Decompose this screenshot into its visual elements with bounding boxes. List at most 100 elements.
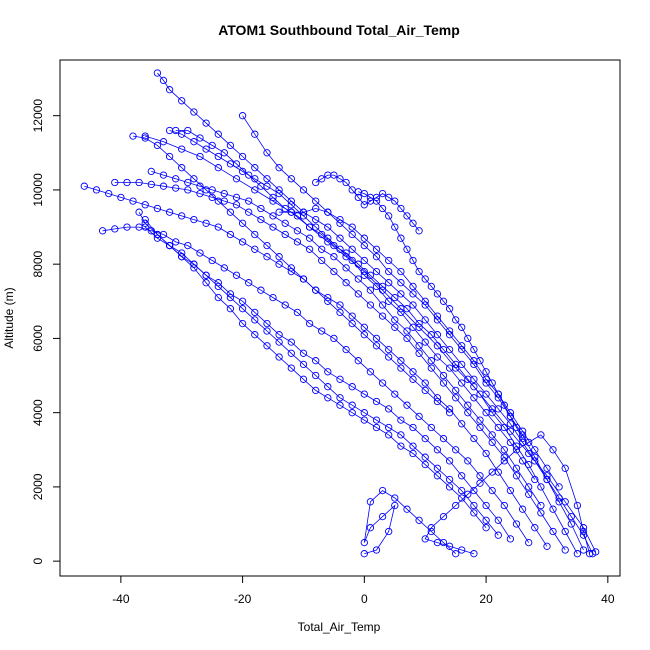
data-point bbox=[269, 293, 277, 302]
data-point bbox=[427, 282, 435, 291]
data-point bbox=[433, 472, 442, 480]
data-point bbox=[324, 223, 332, 231]
data-point bbox=[226, 305, 235, 313]
data-point bbox=[299, 186, 308, 194]
data-point bbox=[409, 442, 417, 450]
data-point bbox=[238, 297, 247, 305]
data-point bbox=[458, 472, 466, 480]
data-point bbox=[226, 208, 235, 216]
data-point bbox=[287, 364, 295, 372]
data-point bbox=[458, 486, 466, 495]
data-point bbox=[336, 219, 344, 227]
data-point bbox=[184, 186, 192, 194]
data-point bbox=[385, 431, 393, 439]
data-point bbox=[385, 345, 393, 354]
data-point bbox=[153, 69, 162, 77]
data-point bbox=[299, 360, 308, 369]
data-point bbox=[336, 401, 344, 409]
data-point bbox=[336, 175, 344, 183]
data-point bbox=[482, 524, 490, 532]
data-point bbox=[312, 204, 320, 213]
data-point bbox=[263, 327, 271, 335]
data-point bbox=[397, 308, 405, 317]
data-point bbox=[178, 164, 186, 172]
data-point bbox=[366, 524, 375, 532]
data-point bbox=[415, 516, 423, 524]
series-line bbox=[169, 130, 536, 480]
data-point bbox=[312, 178, 320, 187]
plot-frame bbox=[59, 59, 621, 577]
data-point bbox=[433, 353, 442, 361]
data-point bbox=[202, 271, 210, 279]
series-15 bbox=[312, 171, 423, 235]
data-point bbox=[378, 486, 387, 495]
data-point bbox=[531, 475, 539, 484]
data-point bbox=[421, 453, 429, 461]
data-point bbox=[458, 379, 466, 387]
data-point bbox=[214, 164, 222, 172]
data-point bbox=[458, 420, 466, 428]
data-point bbox=[512, 472, 521, 480]
data-point bbox=[470, 550, 478, 558]
data-point bbox=[263, 241, 271, 250]
data-point bbox=[324, 171, 332, 179]
data-point bbox=[312, 215, 320, 224]
data-point bbox=[464, 457, 472, 465]
data-point bbox=[409, 290, 417, 298]
data-point bbox=[372, 282, 381, 291]
data-point bbox=[470, 383, 478, 391]
data-point bbox=[543, 542, 551, 550]
data-point bbox=[251, 308, 259, 317]
series-0 bbox=[153, 69, 597, 558]
data-point bbox=[482, 409, 490, 417]
data-point bbox=[366, 197, 375, 205]
data-point bbox=[445, 305, 454, 313]
data-point bbox=[427, 331, 435, 339]
data-point bbox=[360, 201, 368, 209]
data-point bbox=[433, 312, 442, 320]
data-point bbox=[421, 275, 429, 283]
data-point bbox=[415, 267, 423, 276]
data-point bbox=[470, 345, 478, 354]
data-point bbox=[439, 297, 448, 305]
data-point bbox=[445, 327, 454, 335]
data-point bbox=[391, 316, 399, 324]
data-point bbox=[397, 267, 405, 276]
data-point bbox=[318, 245, 326, 253]
data-point bbox=[385, 256, 393, 265]
data-point bbox=[281, 301, 289, 309]
data-point bbox=[312, 197, 320, 205]
data-point bbox=[421, 460, 429, 469]
data-point bbox=[342, 178, 350, 187]
data-point bbox=[372, 334, 381, 343]
data-point bbox=[238, 112, 247, 120]
data-point bbox=[214, 223, 222, 231]
data-point bbox=[421, 297, 429, 305]
data-point bbox=[378, 512, 387, 521]
data-point bbox=[293, 227, 302, 235]
data-point bbox=[342, 253, 350, 261]
data-point bbox=[500, 457, 508, 465]
data-point bbox=[324, 208, 332, 216]
data-point bbox=[409, 219, 417, 227]
data-point bbox=[378, 204, 387, 213]
data-point bbox=[257, 204, 265, 213]
data-point bbox=[409, 323, 417, 331]
data-point bbox=[232, 193, 241, 202]
series-line bbox=[279, 208, 560, 488]
data-point bbox=[269, 197, 277, 205]
data-point bbox=[397, 431, 405, 439]
data-point bbox=[269, 193, 277, 202]
data-point bbox=[506, 427, 515, 435]
data-point bbox=[208, 256, 216, 265]
data-point bbox=[360, 550, 368, 558]
data-point bbox=[208, 193, 216, 202]
data-point bbox=[354, 193, 362, 202]
data-point bbox=[360, 323, 368, 331]
data-point bbox=[378, 189, 387, 198]
data-point bbox=[476, 472, 484, 480]
data-point bbox=[141, 134, 149, 142]
y-axis: 0 2000 4000 6000 8000 10000 12000 bbox=[31, 99, 60, 564]
data-point bbox=[409, 301, 417, 309]
data-point bbox=[220, 149, 228, 157]
